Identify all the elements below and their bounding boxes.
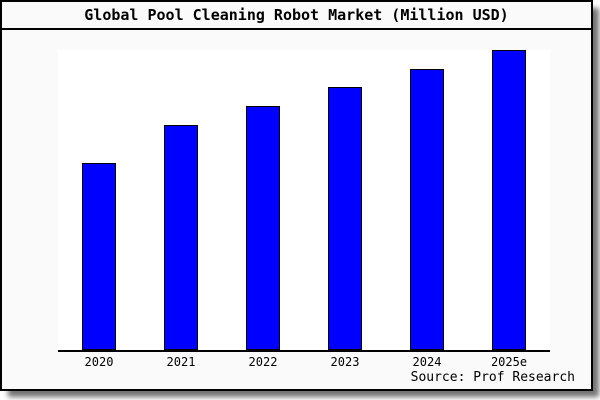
bar-slot-2024: [386, 50, 468, 350]
bar-slot-2021: [140, 50, 222, 350]
x-tick-label-2023: 2023: [330, 355, 360, 369]
bar-2025e: [492, 50, 526, 350]
bar-2022: [246, 106, 280, 350]
chart-title: Global Pool Cleaning Robot Market (Milli…: [84, 6, 509, 24]
bars-row: [58, 50, 550, 350]
x-tick-label-2025e: 2025e: [490, 355, 528, 369]
bar-2021: [164, 125, 198, 350]
chart-title-bar: Global Pool Cleaning Robot Market (Milli…: [2, 2, 591, 30]
bar-slot-2025e: [468, 50, 550, 350]
bar-slot-2020: [58, 50, 140, 350]
x-tick-label-2022: 2022: [248, 355, 278, 369]
plot-area: [58, 50, 550, 352]
bar-2020: [82, 163, 116, 350]
x-tick-label-2020: 2020: [84, 355, 114, 369]
source-label: Source: Prof Research: [410, 370, 575, 385]
x-tick-label-2021: 2021: [166, 355, 196, 369]
x-tick-label-2024: 2024: [412, 355, 442, 369]
chart-card: Global Pool Cleaning Robot Market (Milli…: [0, 0, 593, 391]
x-axis-labels: 2020 2021 2022 2023 2024 2025e: [58, 355, 550, 369]
bar-slot-2022: [222, 50, 304, 350]
bar-2023: [328, 86, 362, 350]
bar-2024: [410, 68, 444, 350]
bar-slot-2023: [304, 50, 386, 350]
